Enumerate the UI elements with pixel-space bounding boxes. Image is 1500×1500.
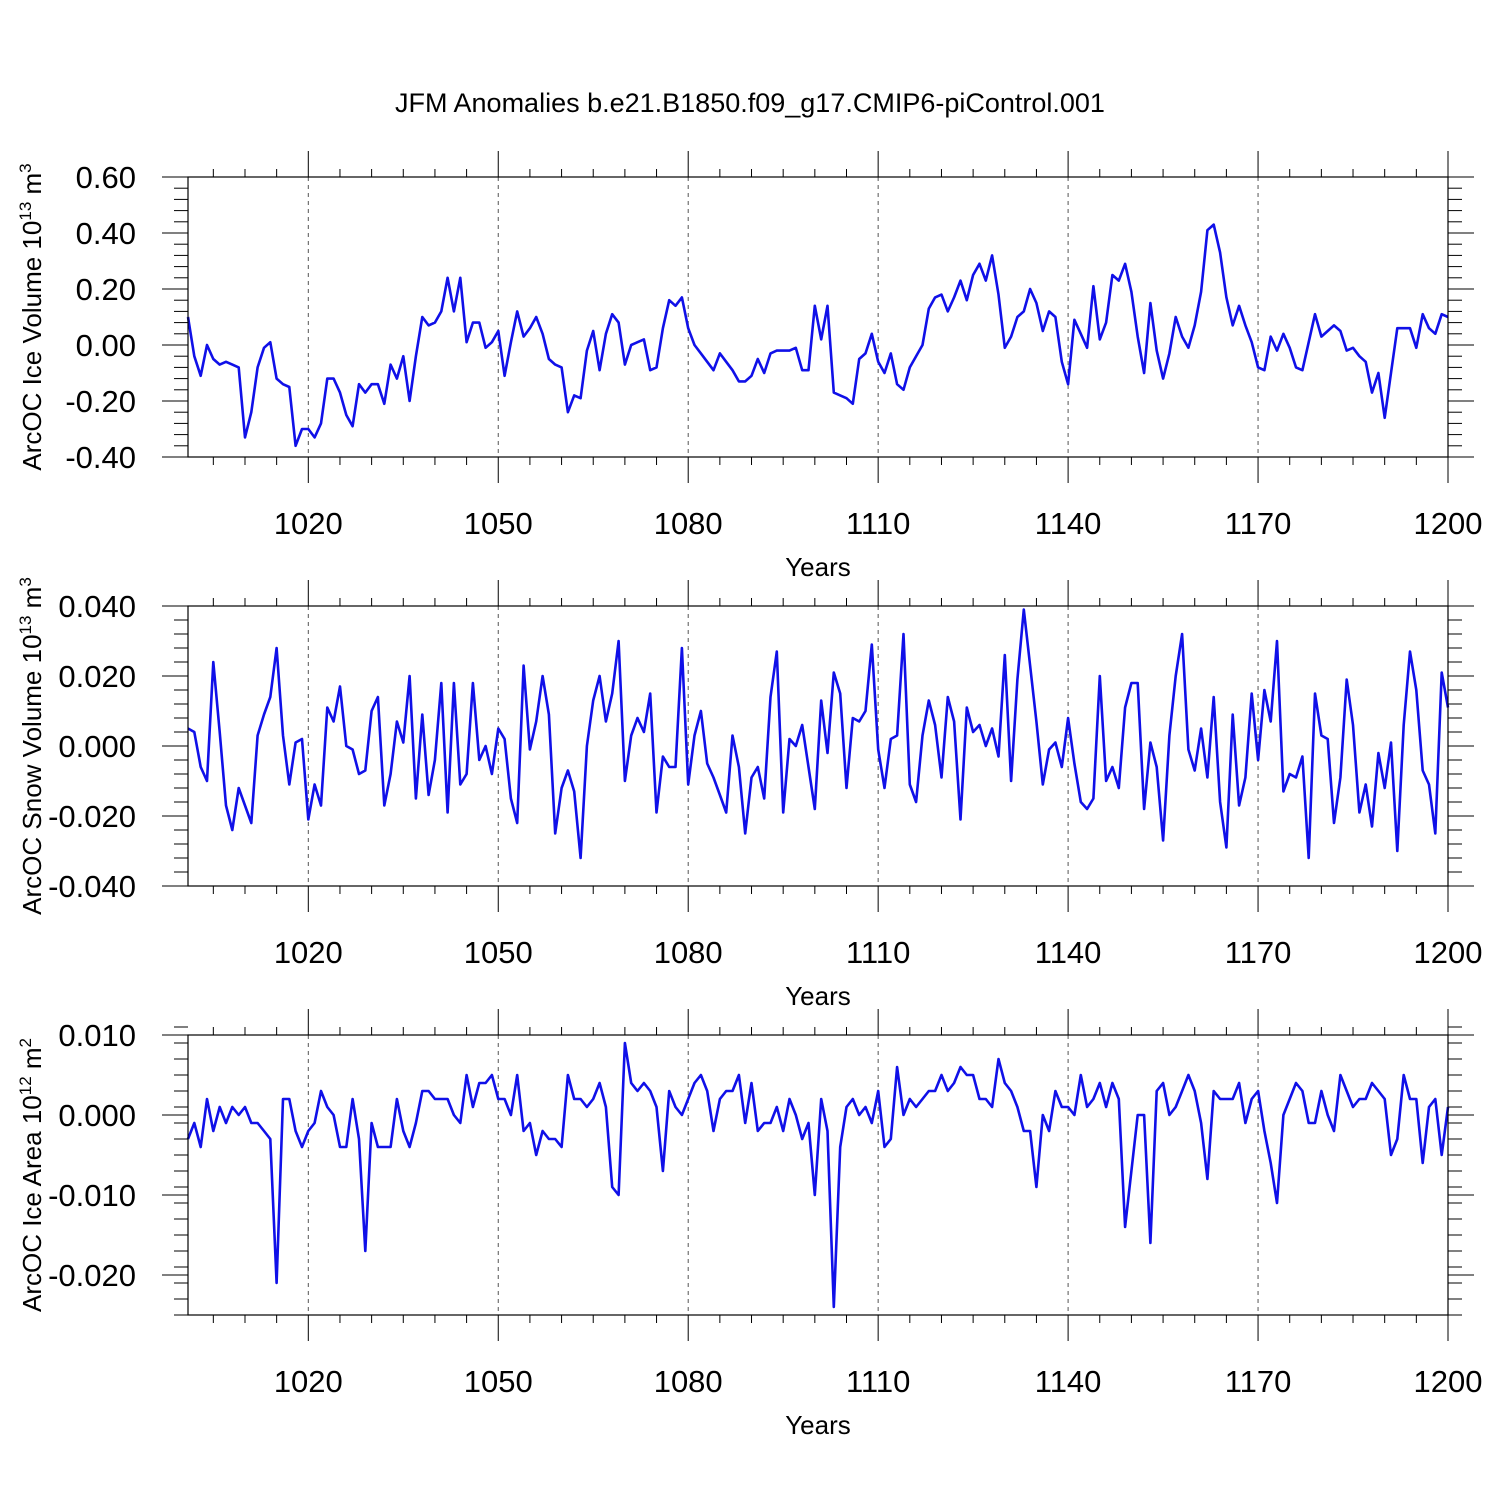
ice-area-xtick-label: 1050 (464, 1364, 533, 1399)
ice-volume-ytick-label: 0.60 (76, 160, 136, 195)
ice-volume-xtick-label: 1140 (1035, 506, 1102, 541)
ice-volume-ytick-label: -0.40 (65, 440, 136, 475)
ice-volume-ytick-label: 0.00 (76, 328, 136, 363)
ice-area-xtick-label: 1110 (846, 1364, 910, 1399)
ice-volume-xtick-label: 1080 (654, 506, 723, 541)
snow-volume-x-axis-label: Years (785, 981, 851, 1011)
ice-area-ytick-label: -0.020 (48, 1258, 136, 1293)
snow-volume-ytick-label: 0.040 (58, 589, 136, 624)
snow-volume-ytick-label: -0.020 (48, 799, 136, 834)
ice-area-y-axis-label: ArcOC Ice Area 1012 m2 (16, 1038, 47, 1312)
ice-volume-xtick-label: 1020 (274, 506, 343, 541)
snow-volume-xtick-label: 1140 (1035, 935, 1102, 970)
snow-volume-panel: -0.040 -0.020 0.000 0.020 0.040 1020 1050 1080 1… (16, 577, 1482, 1011)
ice-area-ytick-label: 0.010 (58, 1018, 136, 1053)
ice-area-plot-frame (187, 1034, 1449, 1316)
ice-area-xtick-label: 1200 (1414, 1364, 1483, 1399)
snow-volume-xtick-label: 1110 (846, 935, 910, 970)
snow-volume-xtick-label: 1020 (274, 935, 343, 970)
snow-volume-xtick-label: 1200 (1414, 935, 1483, 970)
snow-volume-plot-frame (187, 605, 1449, 887)
ice-volume-xtick-label: 1200 (1414, 506, 1483, 541)
ice-area-x-axis-label: Years (785, 1410, 851, 1440)
ice-volume-x-axis-label: Years (785, 552, 851, 582)
ice-volume-panel: -0.40 -0.20 0.00 0.20 0.40 0.60 1020 1050 1080 11… (16, 151, 1482, 582)
ice-volume-y-axis-label: ArcOC Ice Volume 1013 m3 (16, 163, 47, 470)
ice-volume-series-line (186, 223, 1449, 448)
ice-area-xtick-label: 1080 (654, 1364, 723, 1399)
ice-area-series-line (186, 1041, 1450, 1309)
snow-volume-xtick-label: 1170 (1225, 935, 1292, 970)
snow-volume-series-line (187, 608, 1450, 860)
chart-panels: -0.40 -0.20 0.00 0.20 0.40 0.60 1020 1050 1080 11… (16, 151, 1482, 1440)
ice-volume-xtick-label: 1170 (1225, 506, 1292, 541)
ice-area-ytick-label: -0.010 (48, 1178, 136, 1213)
ice-volume-xtick-label: 1050 (464, 506, 533, 541)
ice-volume-ytick-label: 0.40 (76, 216, 136, 251)
snow-volume-ytick-label: -0.040 (48, 869, 136, 904)
ice-volume-xtick-label: 1110 (846, 506, 910, 541)
ice-area-xtick-label: 1020 (274, 1364, 343, 1399)
snow-volume-ytick-label: 0.020 (58, 659, 136, 694)
ice-volume-ytick-label: 0.20 (76, 272, 136, 307)
ice-area-ytick-label: 0.000 (58, 1098, 136, 1133)
snow-volume-y-axis-label: ArcOC Snow Volume 1013 m3 (16, 577, 47, 915)
snow-volume-xtick-label: 1080 (654, 935, 723, 970)
snow-volume-xtick-label: 1050 (464, 935, 533, 970)
chart-title: JFM Anomalies b.e21.B1850.f09_g17.CMIP6-… (395, 88, 1105, 118)
ice-volume-ytick-label: -0.20 (65, 384, 136, 419)
ice-volume-plot-frame (187, 176, 1449, 458)
ice-area-xtick-label: 1140 (1035, 1364, 1102, 1399)
ice-area-panel: -0.020 -0.010 0.000 0.010 1020 1050 1080 1110 11… (16, 1009, 1482, 1440)
snow-volume-ytick-label: 0.000 (58, 729, 136, 764)
ice-area-xtick-label: 1170 (1225, 1364, 1292, 1399)
